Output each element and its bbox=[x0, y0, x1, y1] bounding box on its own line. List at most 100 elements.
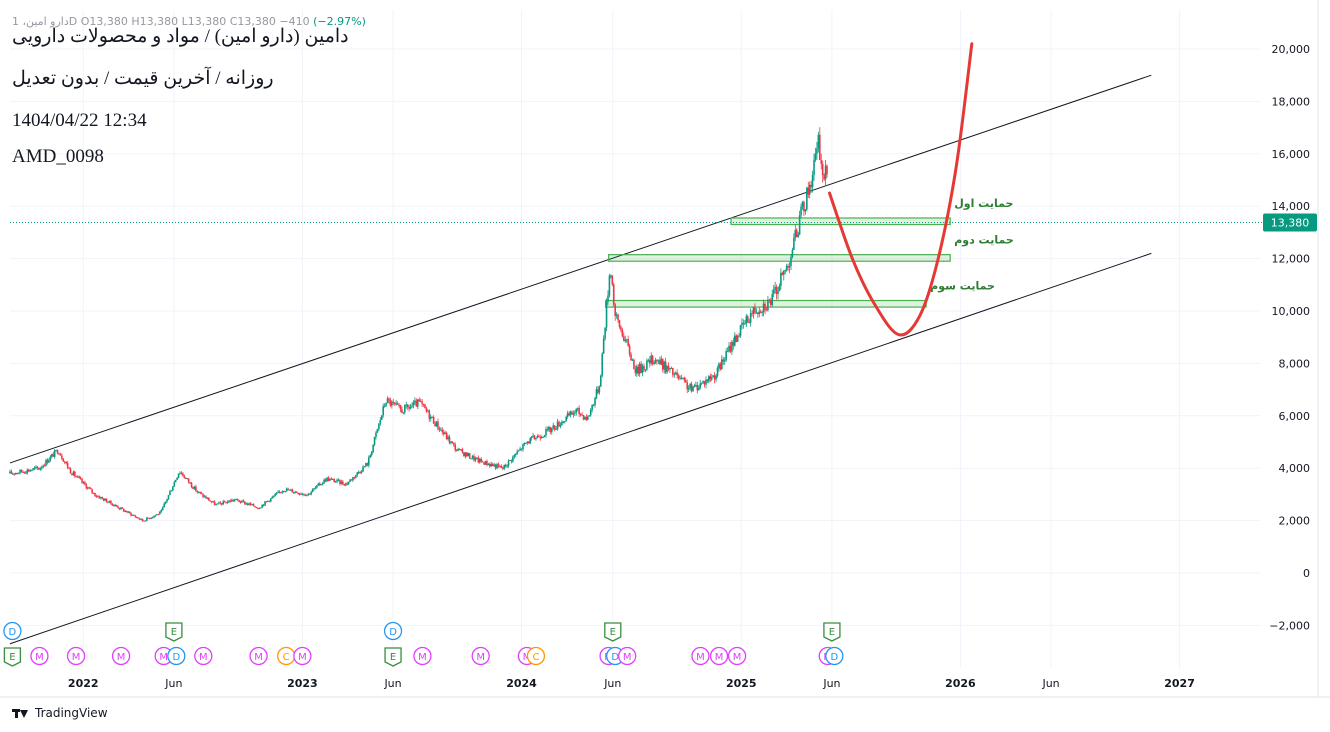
event-marker-m[interactable]: M bbox=[154, 646, 173, 666]
candle-body bbox=[435, 421, 438, 427]
candle-body bbox=[535, 438, 537, 440]
candle-body bbox=[568, 413, 570, 416]
candle-body bbox=[225, 502, 227, 504]
candle-body bbox=[238, 500, 240, 502]
x-tick-label: 2024 bbox=[506, 677, 537, 690]
candle-body bbox=[151, 517, 154, 519]
candle-body bbox=[222, 501, 225, 505]
event-marker-letter: M bbox=[733, 652, 742, 663]
support-zone[interactable]: حمایت دوم bbox=[607, 234, 1014, 262]
event-marker-m[interactable]: M bbox=[194, 646, 213, 666]
candle-body bbox=[690, 383, 693, 392]
event-marker-e[interactable]: E bbox=[384, 647, 402, 667]
event-marker-m[interactable]: M bbox=[66, 646, 86, 666]
candle-body bbox=[514, 454, 517, 456]
candle-body bbox=[751, 313, 753, 315]
candle-body bbox=[767, 299, 769, 310]
candle-body bbox=[40, 467, 43, 469]
candle-body bbox=[682, 377, 684, 379]
candle-body bbox=[610, 275, 612, 277]
candle-body bbox=[641, 365, 644, 373]
candle-body bbox=[453, 442, 455, 445]
candle-body bbox=[797, 234, 799, 237]
candle-body bbox=[517, 450, 520, 452]
candle-body bbox=[623, 336, 625, 342]
event-marker-shape bbox=[709, 646, 729, 666]
candle-body bbox=[630, 354, 632, 361]
tradingview-brand[interactable]: TradingView bbox=[12, 706, 108, 720]
event-marker-d[interactable]: D bbox=[167, 646, 186, 666]
candle-body bbox=[29, 470, 31, 472]
event-marker-shape bbox=[526, 646, 546, 666]
candle-body bbox=[581, 414, 583, 416]
last-price-badge bbox=[1263, 213, 1317, 232]
event-marker-d[interactable]: D bbox=[3, 621, 22, 641]
support-zone-box[interactable] bbox=[604, 299, 927, 308]
candle-body bbox=[362, 466, 364, 472]
event-marker-m[interactable]: M bbox=[111, 646, 131, 666]
candle-body bbox=[366, 463, 369, 466]
support-zone[interactable]: حمایت سوم bbox=[604, 280, 995, 308]
candle-body bbox=[624, 339, 627, 342]
event-marker-e[interactable]: E bbox=[823, 622, 841, 642]
candle-body bbox=[545, 429, 547, 436]
candle-body bbox=[380, 415, 383, 420]
event-marker-m[interactable]: M bbox=[727, 646, 747, 666]
candle-body bbox=[79, 477, 82, 480]
candle-body bbox=[574, 412, 576, 414]
candle-body bbox=[584, 416, 586, 420]
event-marker-e[interactable]: E bbox=[165, 622, 183, 642]
event-marker-m[interactable]: M bbox=[618, 646, 637, 666]
event-marker-m[interactable]: M bbox=[413, 646, 432, 666]
candle-body bbox=[496, 464, 498, 469]
event-marker-d[interactable]: D bbox=[383, 621, 403, 641]
event-markers[interactable]: DEDEEEMMMMDMMCMEMMMCMDMMMMMD bbox=[3, 621, 844, 667]
candle-body bbox=[471, 456, 474, 459]
event-marker-e[interactable]: E bbox=[604, 622, 622, 642]
event-marker-c[interactable]: C bbox=[277, 646, 296, 666]
event-marker-letter: M bbox=[159, 652, 168, 663]
candle-body bbox=[251, 503, 253, 505]
candle-body bbox=[484, 460, 487, 465]
candle-body bbox=[748, 321, 750, 323]
event-marker-letter: D bbox=[611, 652, 619, 663]
event-marker-m[interactable]: M bbox=[293, 646, 312, 666]
candle-body bbox=[736, 335, 739, 342]
support-zone-box[interactable] bbox=[607, 254, 951, 262]
candle-body bbox=[709, 376, 712, 380]
candle-body bbox=[744, 323, 746, 325]
candle-body bbox=[82, 482, 85, 484]
candle-body bbox=[611, 275, 614, 285]
trend-channel[interactable] bbox=[9, 74, 1152, 645]
candle-body bbox=[317, 483, 320, 486]
support-zones[interactable]: حمایت اول حمایت دوم حمایت سوم bbox=[604, 197, 1014, 308]
event-marker-m[interactable]: M bbox=[30, 646, 49, 666]
candle-body bbox=[542, 436, 544, 438]
event-marker-shape bbox=[825, 646, 844, 666]
event-marker-m[interactable]: M bbox=[709, 646, 729, 666]
event-marker-e[interactable]: E bbox=[3, 647, 22, 667]
candle-body bbox=[336, 479, 338, 482]
support-zone[interactable]: حمایت اول bbox=[730, 197, 1013, 226]
channel-line[interactable] bbox=[9, 252, 1152, 645]
candle-body bbox=[281, 491, 284, 493]
candle-body bbox=[376, 428, 379, 433]
event-marker-m[interactable]: M bbox=[249, 646, 268, 666]
event-marker-c[interactable]: C bbox=[526, 646, 546, 666]
candle-body bbox=[529, 438, 531, 444]
candle-body bbox=[473, 456, 475, 461]
projection-curve[interactable] bbox=[828, 42, 974, 337]
channel-line[interactable] bbox=[9, 74, 1152, 464]
candle-body bbox=[35, 466, 37, 468]
candle-body bbox=[282, 491, 285, 493]
price-axis[interactable]: −2,000 0 2,000 4,000 6,000 8,000 10,000 12,000 1… bbox=[1269, 0, 1319, 697]
event-marker-m[interactable]: M bbox=[471, 646, 490, 666]
event-marker-m[interactable]: M bbox=[691, 646, 710, 666]
time-axis[interactable]: 2022 Jun 2023 Jun 2024 Jun 2025 Jun 2026 Jun 2027 bbox=[68, 677, 1195, 690]
y-tick-label: 0 bbox=[1303, 567, 1310, 580]
candle-body bbox=[172, 486, 174, 491]
earnings-marker-shape bbox=[384, 647, 402, 667]
candle-body bbox=[300, 493, 302, 495]
event-marker-d[interactable]: D bbox=[825, 646, 844, 666]
